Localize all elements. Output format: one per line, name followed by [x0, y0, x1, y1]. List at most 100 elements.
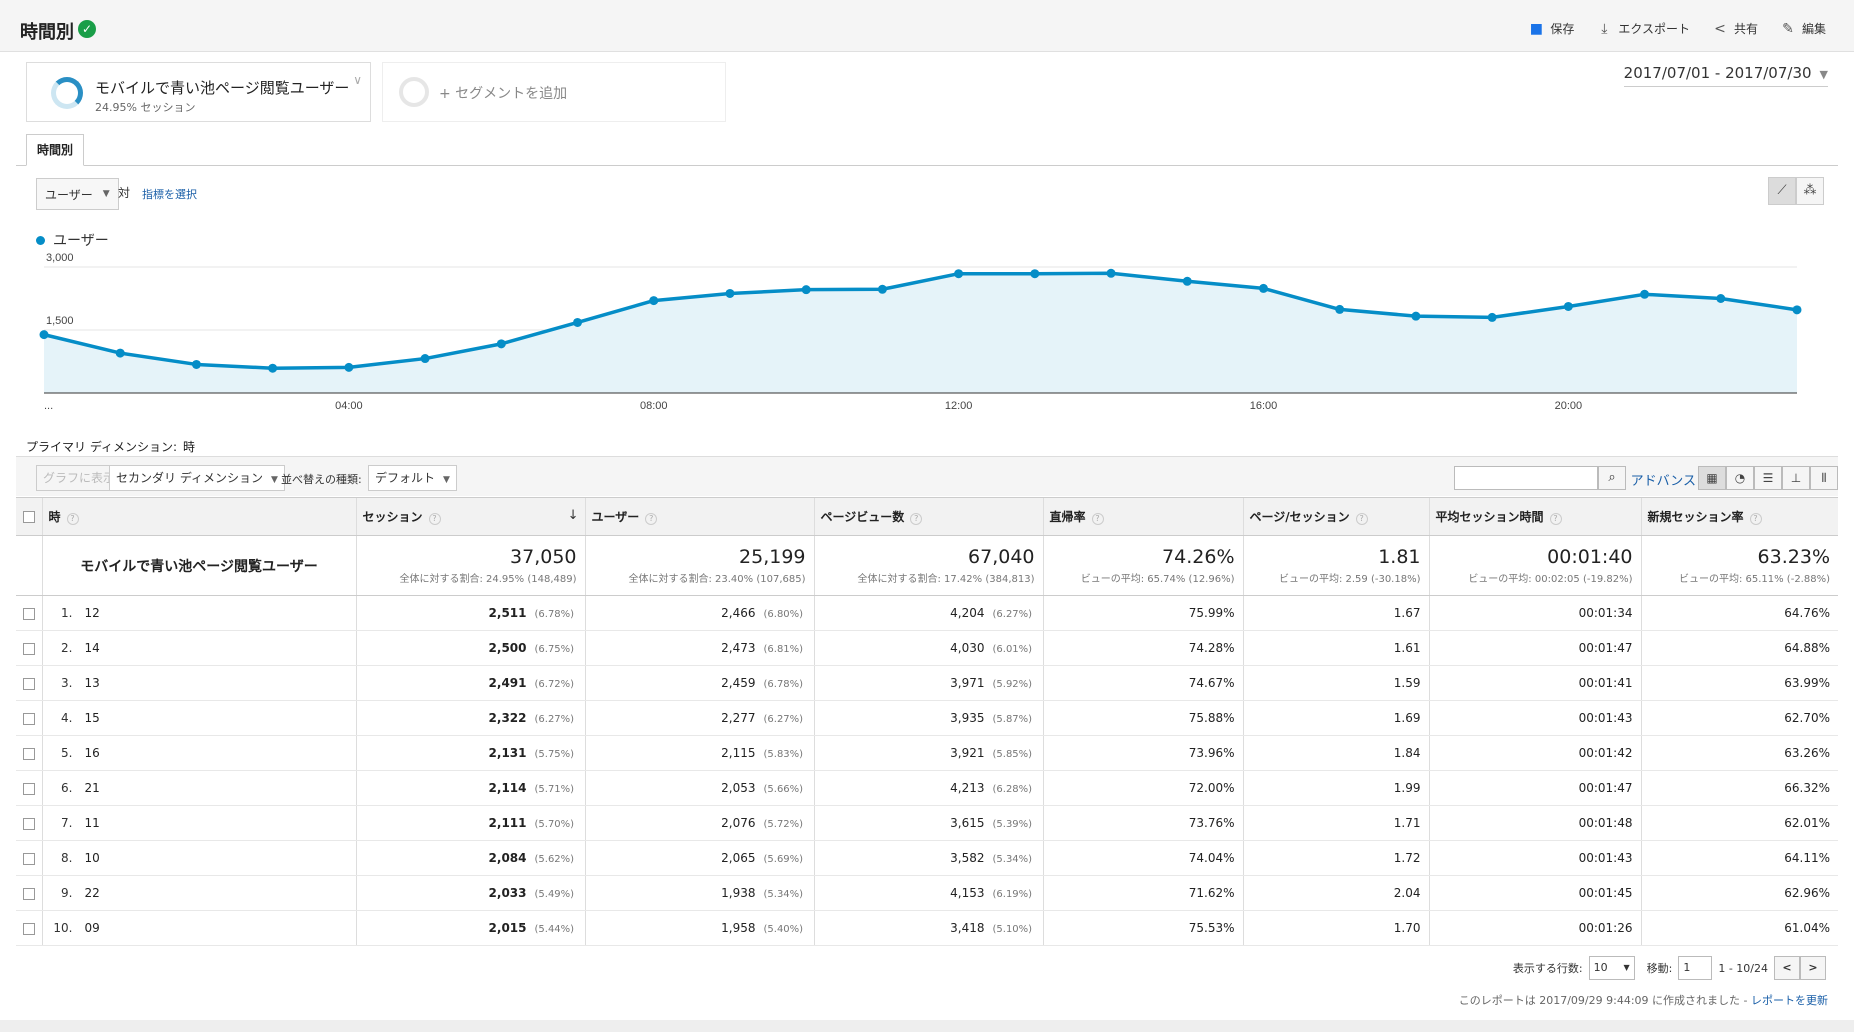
- column-header-users[interactable]: ユーザー?: [584, 497, 814, 536]
- bottom-band: [0, 1020, 1854, 1032]
- help-icon[interactable]: ?: [428, 513, 441, 525]
- new-session-rate-cell: 63.99%: [1640, 665, 1838, 701]
- hour-link[interactable]: 10: [84, 851, 100, 865]
- pageviews-cell: 4,153 (6.19%): [813, 875, 1043, 911]
- comparison-view-icon[interactable]: ⊥: [1782, 466, 1810, 490]
- help-icon[interactable]: ?: [1749, 513, 1762, 525]
- total-cell: 37,050 全体に対する割合: 24.95% (148,489): [355, 535, 585, 596]
- hour-link[interactable]: 16: [84, 746, 100, 760]
- add-segment-button[interactable]: + セグメントを追加: [382, 62, 726, 122]
- totals-segment-name: モバイルで青い池ページ閲覧ユーザー: [41, 535, 356, 596]
- hour-link[interactable]: 14: [84, 641, 100, 655]
- tab-hourly[interactable]: 時間別: [26, 134, 85, 166]
- totals-row: モバイルで青い池ページ閲覧ユーザー 37,050 全体に対する割合: 24.95%…: [16, 535, 1838, 596]
- pick-metric-link[interactable]: 指標を選択: [142, 188, 197, 201]
- segment-selector[interactable]: モバイルで青い池ページ閲覧ユーザー 24.95% セッション ∨: [26, 62, 371, 122]
- date-range-picker[interactable]: 2017/07/01 - 2017/07/30 ▼: [1623, 64, 1828, 87]
- row-checkbox[interactable]: [22, 817, 35, 830]
- help-icon[interactable]: ?: [1091, 513, 1104, 525]
- rows-per-page-select[interactable]: 10: [1588, 956, 1635, 980]
- advanced-filter-link[interactable]: アドバンス: [1630, 474, 1696, 489]
- column-header-sessions[interactable]: セッション? ↓: [355, 497, 585, 536]
- caret-down-icon: ▼: [270, 475, 278, 485]
- help-icon[interactable]: ?: [1549, 513, 1562, 525]
- hour-link[interactable]: 11: [84, 816, 100, 830]
- line-chart-icon[interactable]: ⟋: [1768, 177, 1796, 205]
- next-page-icon[interactable]: >: [1800, 956, 1826, 980]
- column-header-pages-per-session[interactable]: ページ/セッション?: [1242, 497, 1429, 536]
- caret-down-icon: ▼: [102, 189, 110, 199]
- performance-view-icon[interactable]: ☰: [1754, 466, 1782, 490]
- row-checkbox[interactable]: [22, 887, 35, 900]
- hour-link[interactable]: 21: [84, 781, 100, 795]
- avg-session-duration-cell: 00:01:47: [1428, 630, 1641, 666]
- x-tick-label: 12:00: [945, 400, 973, 412]
- pivot-view-icon[interactable]: ⦀: [1810, 466, 1838, 490]
- prev-page-icon[interactable]: <: [1774, 956, 1800, 980]
- help-icon[interactable]: ?: [1355, 513, 1368, 525]
- row-checkbox[interactable]: [22, 607, 35, 620]
- row-checkbox[interactable]: [22, 712, 35, 725]
- new-session-rate-cell: 62.01%: [1640, 805, 1838, 841]
- column-header-avg-session-duration[interactable]: 平均セッション時間?: [1428, 497, 1641, 536]
- column-header-pageviews[interactable]: ページビュー数?: [813, 497, 1043, 536]
- hour-link[interactable]: 13: [84, 676, 100, 690]
- y-tick-label: 3,000: [46, 252, 74, 264]
- hour-link[interactable]: 12: [84, 606, 100, 620]
- secondary-dimension-select[interactable]: セカンダリ ディメンション ▼: [109, 465, 285, 491]
- segment-share: 24.95% セッション: [95, 101, 196, 114]
- avg-session-duration-cell: 00:01:43: [1428, 700, 1641, 736]
- caret-down-icon: ▼: [1819, 68, 1828, 81]
- pageviews-cell: 4,204 (6.27%): [813, 595, 1043, 631]
- column-header-hour[interactable]: 時?: [41, 497, 356, 536]
- sessions-cell: 2,491 (6.72%): [355, 665, 585, 701]
- bounce-rate-cell: 74.04%: [1042, 840, 1243, 876]
- save-button[interactable]: ■ 保存: [1529, 20, 1575, 37]
- data-point: [1640, 289, 1650, 299]
- chart-metric-select[interactable]: ユーザー ▼: [36, 178, 119, 210]
- table-view-icon[interactable]: ▦: [1698, 466, 1726, 490]
- help-icon[interactable]: ?: [910, 513, 923, 525]
- search-icon[interactable]: ⌕: [1598, 466, 1626, 490]
- legend-label: ユーザー: [53, 233, 109, 249]
- data-point: [1030, 269, 1040, 279]
- pages-per-session-cell: 1.84: [1242, 735, 1429, 771]
- export-button[interactable]: ⤓ エクスポート: [1596, 20, 1690, 37]
- table-row: 1. 12 2,511 (6.78%) 2,466 (6.80%) 4,204 (6.27%)…: [16, 595, 1838, 631]
- select-all-checkbox[interactable]: [22, 511, 35, 523]
- row-checkbox[interactable]: [22, 782, 35, 795]
- refresh-report-link[interactable]: レポートを更新: [1751, 994, 1828, 1007]
- hour-link[interactable]: 22: [84, 886, 100, 900]
- primary-dimension-value[interactable]: 時: [183, 440, 196, 454]
- row-checkbox[interactable]: [22, 642, 35, 655]
- column-header-bounce-rate[interactable]: 直帰率?: [1042, 497, 1243, 536]
- share-button[interactable]: < 共有: [1712, 20, 1758, 37]
- motion-chart-icon[interactable]: ⁂: [1796, 177, 1824, 205]
- page-range: 1 - 10/24: [1718, 961, 1768, 975]
- hour-link[interactable]: 09: [84, 921, 100, 935]
- data-point: [1411, 311, 1421, 321]
- goto-page-input[interactable]: 1: [1678, 956, 1713, 980]
- help-icon[interactable]: ?: [66, 513, 79, 525]
- row-checkbox[interactable]: [22, 677, 35, 690]
- hour-link[interactable]: 15: [84, 711, 100, 725]
- help-icon[interactable]: ?: [645, 513, 658, 525]
- avg-session-duration-cell: 00:01:43: [1428, 840, 1641, 876]
- edit-button[interactable]: ✎ 編集: [1780, 20, 1826, 37]
- row-checkbox[interactable]: [22, 922, 35, 935]
- goto-label: 移動:: [1646, 962, 1673, 975]
- row-checkbox[interactable]: [22, 852, 35, 865]
- chevron-down-icon[interactable]: ∨: [353, 73, 362, 87]
- sort-type-select[interactable]: デフォルト ▼: [368, 465, 457, 491]
- data-point: [420, 354, 430, 364]
- row-checkbox[interactable]: [22, 747, 35, 760]
- edit-icon: ✎: [1782, 20, 1794, 37]
- hour-cell: 10. 09: [41, 910, 356, 946]
- pages-per-session-cell: 1.72: [1242, 840, 1429, 876]
- column-header-new-session-rate[interactable]: 新規セッション率?: [1640, 497, 1838, 536]
- plot-rows-button[interactable]: グラフに表示: [36, 465, 123, 491]
- pie-view-icon[interactable]: ◔: [1726, 466, 1754, 490]
- table-search-input[interactable]: [1454, 466, 1598, 490]
- new-session-rate-cell: 64.11%: [1640, 840, 1838, 876]
- table-row: 3. 13 2,491 (6.72%) 2,459 (6.78%) 3,971 (5.92%)…: [16, 665, 1838, 701]
